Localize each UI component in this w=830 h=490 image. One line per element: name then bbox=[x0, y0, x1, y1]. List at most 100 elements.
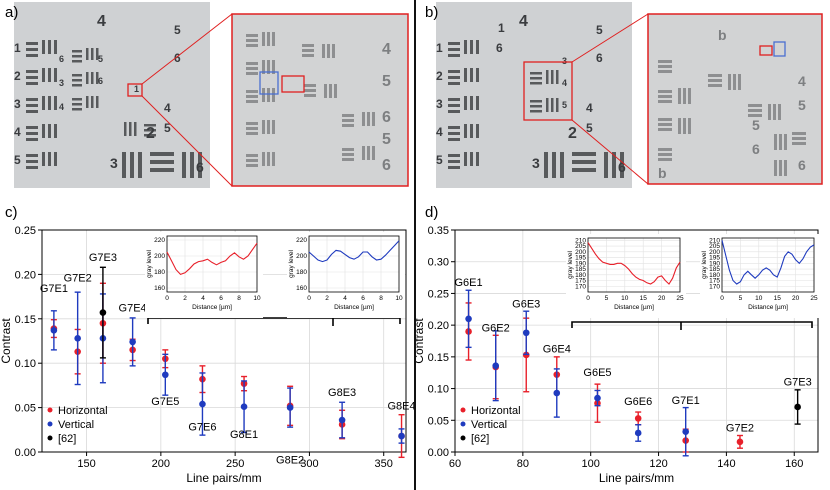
target-bar bbox=[54, 96, 57, 110]
legend-marker bbox=[47, 407, 53, 413]
target-bar bbox=[96, 96, 99, 108]
zoom-bar bbox=[334, 84, 337, 98]
point-annotation: G8E2 bbox=[276, 455, 304, 467]
target-bar bbox=[476, 68, 479, 82]
target-bar bbox=[448, 160, 460, 163]
group-number: 3 bbox=[110, 155, 118, 171]
zoom-bar bbox=[658, 95, 672, 98]
bar-group bbox=[42, 40, 57, 54]
zoom-bar bbox=[779, 134, 782, 150]
x-tick-label: 140 bbox=[717, 458, 735, 470]
target-bar bbox=[122, 152, 126, 178]
target-bar bbox=[182, 152, 186, 178]
x-tick-label: 350 bbox=[375, 458, 393, 470]
zoom-bar bbox=[267, 60, 270, 74]
zoom-bar bbox=[246, 132, 258, 135]
x-axis-label: Line pairs/mm bbox=[599, 471, 674, 485]
bar-group bbox=[572, 152, 596, 172]
x-tick-label: 60 bbox=[449, 458, 461, 470]
zoom-bar bbox=[362, 146, 365, 160]
horizontal-roi-box bbox=[759, 45, 773, 56]
bar-group bbox=[144, 124, 156, 137]
inset-y-tick-label: 200 bbox=[154, 253, 165, 260]
inset-x-tick-label: 6 bbox=[361, 295, 365, 302]
group-number: 1 bbox=[14, 41, 21, 55]
target-bar bbox=[556, 70, 559, 84]
data-point bbox=[50, 327, 58, 334]
inset-frame bbox=[166, 235, 258, 293]
y-tick-label: 0.35 bbox=[428, 225, 449, 237]
zoom-bar bbox=[302, 44, 314, 47]
group-number: 5 bbox=[164, 121, 171, 135]
bar-group bbox=[448, 42, 460, 57]
zoom-frame bbox=[647, 13, 823, 185]
target-bar bbox=[26, 42, 38, 45]
zoom-number: 4 bbox=[798, 73, 806, 89]
zoom-bar bbox=[738, 74, 741, 90]
group-number: 2 bbox=[14, 69, 21, 83]
point-annotation: G7E6 bbox=[188, 422, 216, 434]
target-bar bbox=[144, 129, 156, 132]
zoom-bar bbox=[658, 60, 672, 63]
inset-x-tick-label: 6 bbox=[219, 295, 223, 302]
zoom-bar bbox=[342, 119, 354, 122]
target-bar bbox=[72, 79, 82, 82]
target-bar bbox=[42, 124, 45, 138]
target-bar bbox=[124, 122, 127, 136]
zoom-bar bbox=[748, 109, 762, 112]
group-number: 6 bbox=[596, 51, 603, 65]
zoom-number: 5 bbox=[382, 131, 391, 148]
y-tick-label: 0.15 bbox=[15, 314, 36, 326]
target-bar bbox=[150, 152, 174, 156]
x-axis-label: Line pairs/mm bbox=[186, 471, 261, 485]
target-bar bbox=[476, 152, 479, 166]
zoom-number: b bbox=[718, 27, 727, 43]
target-bar bbox=[91, 48, 94, 60]
zoom-bar bbox=[304, 89, 316, 92]
x-tick-label: 100 bbox=[582, 458, 600, 470]
data-point bbox=[492, 362, 500, 370]
target-bar bbox=[198, 152, 202, 178]
group-number: 3 bbox=[436, 97, 443, 111]
target-bar bbox=[138, 152, 142, 178]
group-number: 6 bbox=[196, 159, 204, 175]
y-tick-label: 0.05 bbox=[15, 403, 36, 415]
chart-d: 60 80 100 120 140 1600.000.050.100.150.200.25… bbox=[412, 225, 820, 485]
zoom-bar bbox=[708, 79, 722, 82]
bracket-line bbox=[571, 321, 813, 328]
inset-frame bbox=[721, 237, 815, 293]
point-annotation: G7E5 bbox=[151, 396, 179, 408]
point-annotation: G7E4 bbox=[119, 303, 147, 315]
bracket-line bbox=[147, 317, 401, 324]
inset-x-tick-label: 25 bbox=[810, 295, 818, 302]
point-annotation: G8E4 bbox=[387, 400, 415, 412]
group-number: 5 bbox=[174, 23, 181, 37]
bar-group bbox=[464, 152, 479, 166]
legend-label: Vertical bbox=[58, 419, 94, 431]
zoom-bar bbox=[708, 84, 722, 87]
image-b: 4 5 1 2 3 4 5 6 3 4 5 6 2 3 4 5 6 1 bbox=[436, 2, 632, 188]
target-bar bbox=[448, 166, 460, 169]
point-annotation: G6E4 bbox=[543, 343, 571, 355]
series-vertical bbox=[465, 289, 689, 457]
zoom-bar bbox=[658, 128, 672, 131]
group-number: 2 bbox=[436, 69, 443, 83]
target-bar bbox=[470, 68, 473, 82]
zoom-bar bbox=[748, 114, 762, 117]
zoom-bar bbox=[246, 90, 258, 93]
bar-group bbox=[72, 74, 82, 87]
inset-x-label: Distance [µm] bbox=[748, 304, 788, 311]
target-bar bbox=[72, 55, 82, 58]
group-number: 6 bbox=[496, 41, 503, 55]
inset-x-tick-label: 2 bbox=[325, 295, 329, 302]
zoom-bar bbox=[246, 34, 258, 37]
bar-group bbox=[26, 70, 38, 85]
target-bar bbox=[26, 110, 38, 113]
inset-y-tick-label: 195 bbox=[709, 255, 720, 262]
zoom-bar bbox=[246, 127, 258, 130]
inset-x-label: Distance [µm] bbox=[334, 304, 374, 311]
target-bar bbox=[48, 40, 51, 54]
zoom-bar bbox=[708, 74, 722, 77]
